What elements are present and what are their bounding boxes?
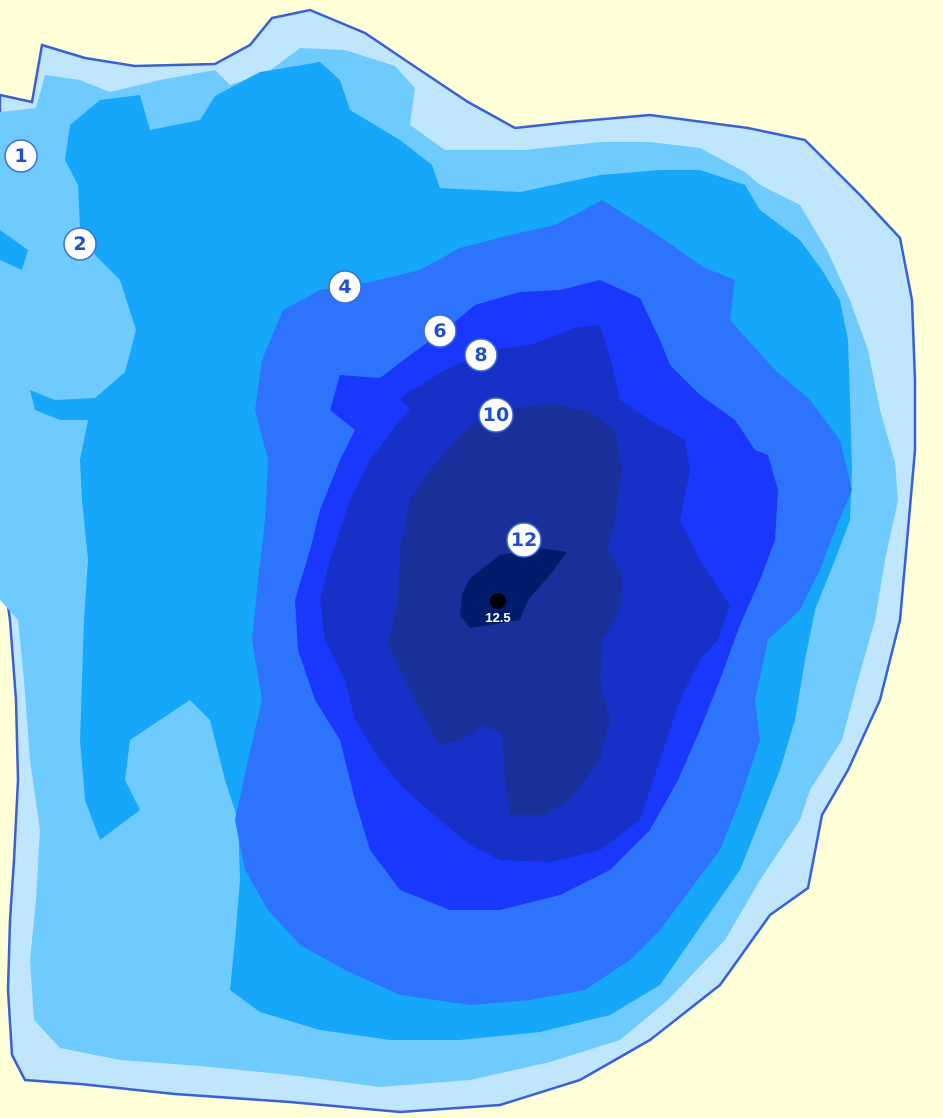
depth-label-10: 10 (478, 397, 514, 433)
deepest-point-label: 12.5 (485, 610, 510, 625)
depth-zone-12-plus (460, 548, 567, 628)
depth-label-12: 12 (506, 522, 542, 558)
depth-label-1: 1 (4, 139, 38, 173)
depth-label-8-text: 8 (474, 344, 487, 366)
depth-label-2-text: 2 (73, 233, 86, 255)
depth-label-12-text: 12 (511, 529, 537, 551)
depth-label-6: 6 (423, 314, 457, 348)
depth-label-4: 4 (328, 270, 362, 304)
depth-label-2: 2 (63, 227, 97, 261)
deepest-point-marker (490, 593, 506, 609)
depth-label-1-text: 1 (14, 145, 27, 167)
depth-label-10-text: 10 (483, 404, 509, 426)
depth-label-8: 8 (464, 338, 498, 372)
depth-label-4-text: 4 (338, 276, 351, 298)
depth-label-6-text: 6 (433, 320, 446, 342)
